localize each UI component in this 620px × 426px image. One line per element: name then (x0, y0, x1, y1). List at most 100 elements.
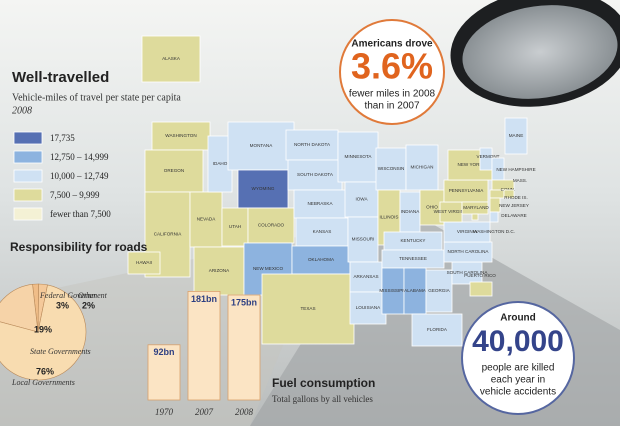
callout-figure: 40,000 (472, 325, 564, 358)
state-label: KENTUCKY (400, 238, 425, 243)
state-label: RHODE IS. (504, 195, 527, 200)
state-label: TENNESSEE (399, 256, 427, 261)
legend-swatch (13, 188, 43, 202)
state-label: NEW JERSEY (499, 203, 529, 208)
state-label: NEVADA (197, 217, 216, 222)
map-year: 2008 (12, 105, 32, 116)
legend-label: 12,750 – 14,999 (50, 152, 109, 162)
state (471, 213, 479, 221)
state-label: FLORIDA (427, 327, 448, 332)
state-label: ARIZONA (209, 268, 230, 273)
legend-label: 10,000 – 12,749 (50, 171, 109, 181)
state-label: MONTANA (250, 143, 274, 148)
bar-value-label: 181bn (191, 294, 217, 304)
state-label: GEORGIA (428, 288, 450, 293)
map-subtitle: Vehicle-miles of travel per state per ca… (12, 92, 181, 103)
state-label: MARYLAND (463, 205, 489, 210)
state-label: PENNSYLVANIA (449, 188, 484, 193)
pie-category-label: Other (78, 291, 98, 300)
state (291, 245, 351, 275)
state-label: ARKANSAS (353, 274, 378, 279)
bar-category-label: 2008 (235, 407, 254, 417)
pie-value-label: 3% (56, 300, 69, 310)
state-label: LOUISIANA (356, 305, 381, 310)
state-label: DELAWARE (501, 213, 526, 218)
pie-slice (0, 284, 87, 381)
state-label: NEW HAMPSHIRE (496, 167, 535, 172)
state (221, 207, 249, 247)
state (425, 269, 453, 313)
state-label: OKLAHOMA (308, 257, 335, 262)
state-label: OREGON (164, 168, 184, 173)
bar-category-label: 1970 (155, 407, 174, 417)
state-label: HAWAII (136, 260, 152, 265)
callout-text: each year in (491, 375, 545, 386)
callout-text: people are killed (482, 363, 555, 374)
state-label: CALIFORNIA (154, 232, 183, 237)
state-label: PUERTO RICO (464, 273, 496, 278)
state-label: NEW MEXICO (253, 266, 284, 271)
pie-value-label: 19% (34, 324, 52, 334)
bar-value-label: 175bn (231, 297, 257, 307)
legend-label: 7,500 – 9,999 (50, 190, 100, 200)
state-label: VERMONT (477, 154, 500, 159)
legend-swatch (13, 169, 43, 183)
state-label: MICHIGAN (411, 165, 434, 170)
state (261, 273, 355, 345)
bar-title: Fuel consumption (272, 376, 375, 390)
state-label: SOUTH DAKOTA (297, 172, 334, 177)
state-label: MISSISSIPPI (379, 288, 406, 293)
state-label: KANSAS (313, 229, 332, 234)
state-label: OHIO (426, 205, 438, 210)
state-label: ILLINOIS (380, 215, 399, 220)
state (375, 147, 407, 191)
pie-value-label: 2% (82, 300, 95, 310)
state (469, 281, 493, 297)
callout-intro: Around (500, 313, 536, 324)
bar (227, 294, 261, 401)
pie-category-label: Local Governments (11, 378, 75, 387)
state-label: WYOMING (252, 186, 275, 191)
callout-intro: Americans drove (351, 39, 433, 50)
state (411, 313, 463, 347)
state-label: NEBRASKA (307, 201, 333, 206)
state (337, 131, 379, 183)
state-label: VIRGINIA (457, 229, 478, 234)
state (443, 221, 491, 243)
state-label: ALASKA (162, 56, 181, 61)
legend-swatch (13, 150, 43, 164)
callout-text: than in 2007 (364, 101, 419, 112)
legend-swatch (13, 207, 43, 221)
state (349, 261, 383, 293)
state-label: UTAH (229, 224, 241, 229)
state-label: WISCONSIN (378, 166, 405, 171)
state-label: ALABAMA (404, 288, 427, 293)
state (127, 251, 161, 275)
pie-slice (0, 283, 39, 333)
callout-circle (461, 301, 575, 415)
state-label: MAINE (509, 133, 524, 138)
state (489, 211, 499, 223)
pie-category-label: State Governments (30, 347, 91, 356)
legend-swatch (13, 131, 43, 145)
legend-label: fewer than 7,500 (50, 209, 111, 219)
state (144, 149, 204, 193)
state (504, 117, 528, 155)
state-label: COLORADO (258, 223, 285, 228)
state (344, 181, 379, 218)
bar-value-label: 92bn (153, 347, 174, 357)
state-label: TEXAS (300, 306, 315, 311)
state (227, 121, 295, 171)
legend-label: 17,735 (50, 133, 75, 143)
bar (147, 344, 181, 401)
pie-category-label: Federal Government (39, 291, 108, 300)
state-label: MASS. (513, 178, 527, 183)
state-label: INDIANA (401, 209, 421, 214)
state-label: IDAHO (213, 161, 228, 166)
state (405, 144, 439, 191)
pie-value-label: 76% (36, 366, 54, 376)
bar-subtitle: Total gallons by all vehicles (272, 394, 373, 404)
state (141, 35, 201, 83)
